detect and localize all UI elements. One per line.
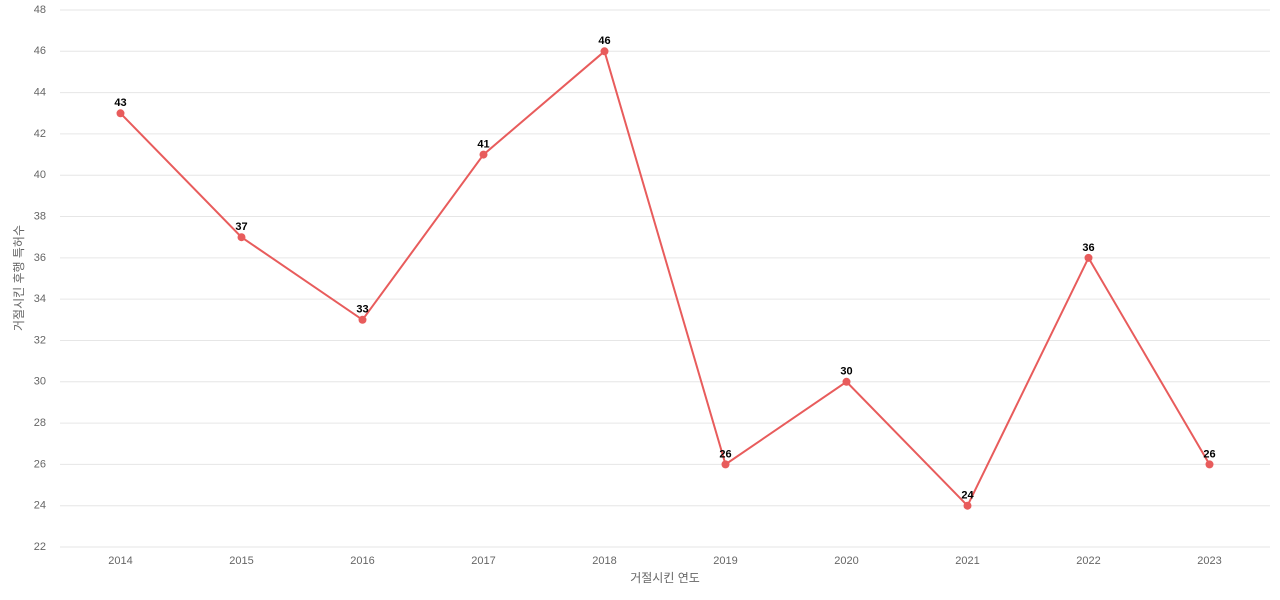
point <box>600 47 609 56</box>
y-tick-label: 24 <box>34 500 46 512</box>
y-tick-label: 38 <box>34 210 46 222</box>
data-label: 26 <box>719 448 731 460</box>
point <box>842 377 851 386</box>
x-tick-label: 2022 <box>1076 555 1100 567</box>
y-tick-label: 32 <box>34 334 46 346</box>
line <box>119 49 1211 508</box>
y-tick-label: 22 <box>34 541 46 553</box>
y-tick-label: 36 <box>34 252 46 264</box>
point <box>963 501 972 510</box>
y-tick-label: 48 <box>34 4 46 16</box>
x-tick-label: 2023 <box>1197 555 1221 567</box>
data-label: 24 <box>961 490 974 502</box>
y-tick-label: 30 <box>34 376 46 388</box>
y-tick-label: 26 <box>34 458 46 470</box>
x-tick-label: 2018 <box>592 555 616 567</box>
y-tick-label: 44 <box>34 87 46 99</box>
data-label: 26 <box>1203 448 1215 460</box>
x-tick-label: 2016 <box>350 555 374 567</box>
y-tick-label: 34 <box>34 293 46 305</box>
y-tick-label: 28 <box>34 417 46 429</box>
x-tick-label: 2019 <box>713 555 737 567</box>
y-tick-label: 40 <box>34 169 46 181</box>
point <box>237 233 246 242</box>
x-tick-label: 2021 <box>955 555 979 567</box>
point <box>1084 253 1093 262</box>
point <box>479 150 488 159</box>
data-label: 46 <box>598 35 610 47</box>
y-axis-label: 거절시킨 후행 특허수 <box>11 225 26 331</box>
x-tick-label: 2017 <box>471 555 495 567</box>
point <box>1205 460 1214 469</box>
point <box>116 109 125 118</box>
data-label: 41 <box>477 138 489 150</box>
data-label: 36 <box>1082 242 1094 254</box>
data-label: 30 <box>840 366 852 378</box>
data-label: 37 <box>235 221 247 233</box>
x-tick-label: 2014 <box>108 555 132 567</box>
point <box>358 315 367 324</box>
data-label: 33 <box>356 304 368 316</box>
x-tick-label: 2015 <box>229 555 253 567</box>
point <box>721 460 730 469</box>
x-axis-label: 거절시킨 연도 <box>630 571 700 585</box>
data-label: 43 <box>114 97 126 109</box>
y-tick-label: 46 <box>34 45 46 57</box>
y-tick-label: 42 <box>34 128 46 140</box>
x-tick-label: 2020 <box>834 555 858 567</box>
